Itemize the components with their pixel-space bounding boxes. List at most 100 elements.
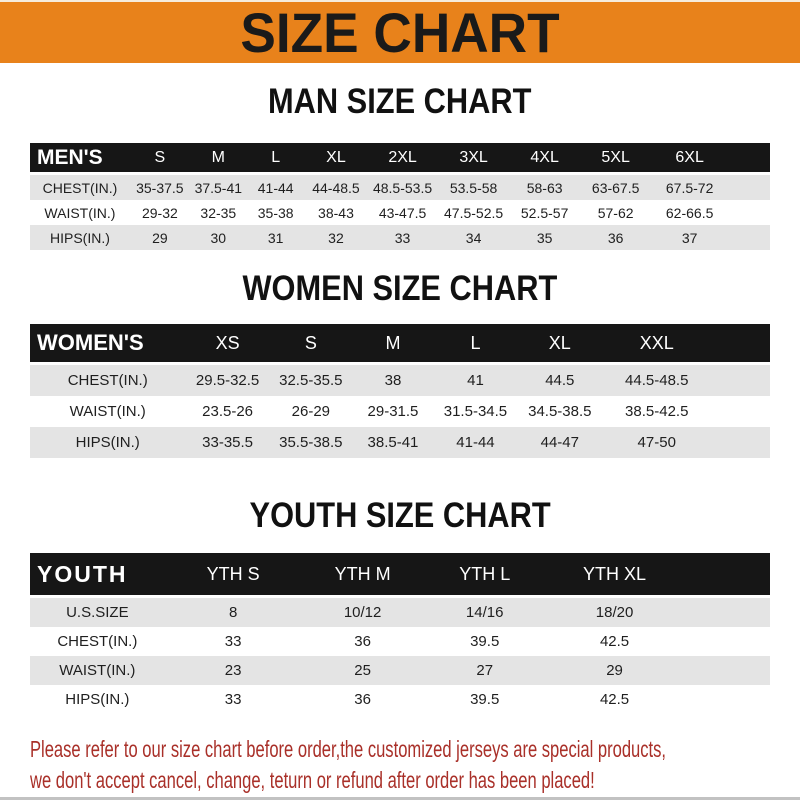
- size-value: 33-35.5: [185, 427, 270, 458]
- table-row: U.S.SIZE 8 10/12 14/16 18/20: [30, 598, 770, 627]
- size-value: 35.5-38.5: [269, 427, 352, 458]
- size-value: 32.5-35.5: [269, 365, 352, 396]
- size-value: 32-35: [189, 200, 247, 225]
- men-header-row: MEN'S S M L XL 2XL 3XL 4XL 5XL 6XL: [30, 143, 770, 175]
- women-size-table: WOMEN'S XS S M L XL XXL CHEST(IN.) 29.5-32.5 32.5…: [30, 324, 770, 458]
- size-value: 29: [129, 225, 190, 250]
- size-value: 36: [301, 627, 424, 656]
- column-header: 6XL: [651, 143, 728, 175]
- size-value: 37.5-41: [189, 175, 247, 200]
- spacer-cell: [683, 656, 770, 685]
- size-value: 39.5: [423, 627, 546, 656]
- men-header-label: MEN'S: [30, 143, 130, 175]
- size-value: 38.5-41: [351, 427, 435, 458]
- youth-header-row: YOUTH YTH S YTH M YTH L YTH XL: [30, 553, 770, 598]
- size-charts-container: MAN SIZE CHART MEN'S S M L XL 2XL 3XL 4XL 5XL 6XL C…: [0, 84, 800, 714]
- size-value: 31.5-34.5: [434, 396, 517, 427]
- women-section-heading: WOMEN SIZE CHART: [0, 271, 800, 311]
- size-value: 23: [164, 656, 302, 685]
- row-label: WAIST(IN.): [30, 200, 130, 225]
- column-header: 2XL: [367, 143, 438, 175]
- spacer-cell: [727, 175, 770, 200]
- note-line-1: Please refer to our size chart before or…: [30, 734, 800, 765]
- size-value: 32: [304, 225, 368, 250]
- order-note: Please refer to our size chart before or…: [30, 734, 800, 796]
- size-value: 29-32: [129, 200, 190, 225]
- size-value: 48.5-53.5: [367, 175, 438, 200]
- table-row: CHEST(IN.) 29.5-32.5 32.5-35.5 38 41 44.5 44.5…: [30, 365, 770, 396]
- size-value: 26-29: [269, 396, 352, 427]
- size-value: 41-44: [246, 175, 305, 200]
- table-row: HIPS(IN.) 33-35.5 35.5-38.5 38.5-41 41-44 44-…: [30, 427, 770, 458]
- column-header: XL: [516, 324, 603, 365]
- table-row: CHEST(IN.) 35-37.5 37.5-41 41-44 44-48.5 48.5…: [30, 175, 770, 200]
- column-header: YTH M: [301, 553, 424, 598]
- column-header: 5XL: [579, 143, 652, 175]
- size-value: 8: [164, 598, 302, 627]
- row-label: HIPS(IN.): [30, 427, 186, 458]
- size-value: 42.5: [545, 685, 684, 714]
- row-label: CHEST(IN.): [30, 175, 130, 200]
- women-header-row: WOMEN'S XS S M L XL XXL: [30, 324, 770, 365]
- note-line-2: we don't accept cancel, change, teturn o…: [30, 765, 800, 796]
- column-header: 3XL: [437, 143, 510, 175]
- size-value: 29.5-32.5: [185, 365, 270, 396]
- size-value: 35-38: [246, 200, 305, 225]
- size-value: 10/12: [301, 598, 424, 627]
- size-value: 52.5-57: [509, 200, 580, 225]
- size-value: 44.5-48.5: [602, 365, 711, 396]
- size-value: 41-44: [434, 427, 517, 458]
- column-header: L: [434, 324, 517, 365]
- size-value: 47.5-52.5: [437, 200, 510, 225]
- column-header: XXL: [602, 324, 711, 365]
- size-value: 27: [423, 656, 546, 685]
- size-value: 38.5-42.5: [602, 396, 711, 427]
- row-label: U.S.SIZE: [30, 598, 165, 627]
- table-row: HIPS(IN.) 29 30 31 32 33 34 35 36 37: [30, 225, 770, 250]
- row-label: WAIST(IN.): [30, 396, 186, 427]
- table-row: WAIST(IN.) 23 25 27 29: [30, 656, 770, 685]
- size-value: 31: [246, 225, 305, 250]
- size-value: 34: [437, 225, 510, 250]
- spacer-cell: [727, 200, 770, 225]
- men-section-heading: MAN SIZE CHART: [0, 84, 800, 124]
- row-label: WAIST(IN.): [30, 656, 165, 685]
- size-value: 44.5: [516, 365, 603, 396]
- youth-section-heading-text: YOUTH SIZE CHART: [249, 496, 551, 535]
- size-value: 35: [509, 225, 580, 250]
- youth-header-label: YOUTH: [30, 553, 165, 598]
- youth-size-table: YOUTH YTH S YTH M YTH L YTH XL U.S.SIZE 8 10/12…: [30, 553, 770, 714]
- column-header: XL: [304, 143, 368, 175]
- size-value: 29: [545, 656, 684, 685]
- size-value: 14/16: [423, 598, 546, 627]
- spacer-cell: [710, 324, 770, 365]
- size-value: 25: [301, 656, 424, 685]
- size-value: 42.5: [545, 627, 684, 656]
- column-header: 4XL: [509, 143, 580, 175]
- column-header: S: [269, 324, 352, 365]
- size-value: 41: [434, 365, 517, 396]
- column-header: M: [351, 324, 435, 365]
- column-header: YTH XL: [545, 553, 684, 598]
- spacer-cell: [710, 396, 770, 427]
- spacer-cell: [683, 553, 770, 598]
- size-value: 44-48.5: [304, 175, 368, 200]
- column-header: YTH L: [423, 553, 546, 598]
- size-value: 38: [351, 365, 435, 396]
- spacer-cell: [683, 627, 770, 656]
- size-value: 44-47: [516, 427, 603, 458]
- spacer-cell: [727, 225, 770, 250]
- size-value: 36: [579, 225, 652, 250]
- size-value: 33: [164, 627, 302, 656]
- size-value: 38-43: [304, 200, 368, 225]
- spacer-cell: [727, 143, 770, 175]
- column-header: M: [189, 143, 247, 175]
- size-value: 35-37.5: [129, 175, 190, 200]
- row-label: CHEST(IN.): [30, 627, 165, 656]
- row-label: HIPS(IN.): [30, 225, 130, 250]
- size-value: 39.5: [423, 685, 546, 714]
- size-value: 58-63: [509, 175, 580, 200]
- table-row: WAIST(IN.) 23.5-26 26-29 29-31.5 31.5-34.5 34…: [30, 396, 770, 427]
- table-row: CHEST(IN.) 33 36 39.5 42.5: [30, 627, 770, 656]
- size-value: 36: [301, 685, 424, 714]
